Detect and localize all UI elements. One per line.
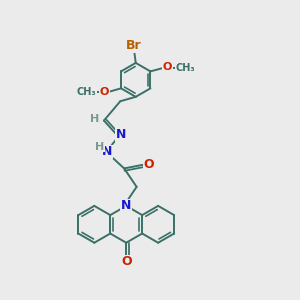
Text: Br: Br — [125, 39, 141, 52]
Text: O: O — [121, 255, 131, 268]
Text: H: H — [90, 114, 99, 124]
Text: H: H — [95, 142, 104, 152]
Text: N: N — [116, 128, 126, 141]
Text: CH₃: CH₃ — [76, 87, 96, 97]
Text: O: O — [100, 88, 109, 98]
Text: N: N — [102, 145, 112, 158]
Text: N: N — [121, 200, 131, 212]
Text: O: O — [144, 158, 154, 171]
Text: CH₃: CH₃ — [176, 63, 195, 73]
Text: O: O — [163, 62, 172, 72]
